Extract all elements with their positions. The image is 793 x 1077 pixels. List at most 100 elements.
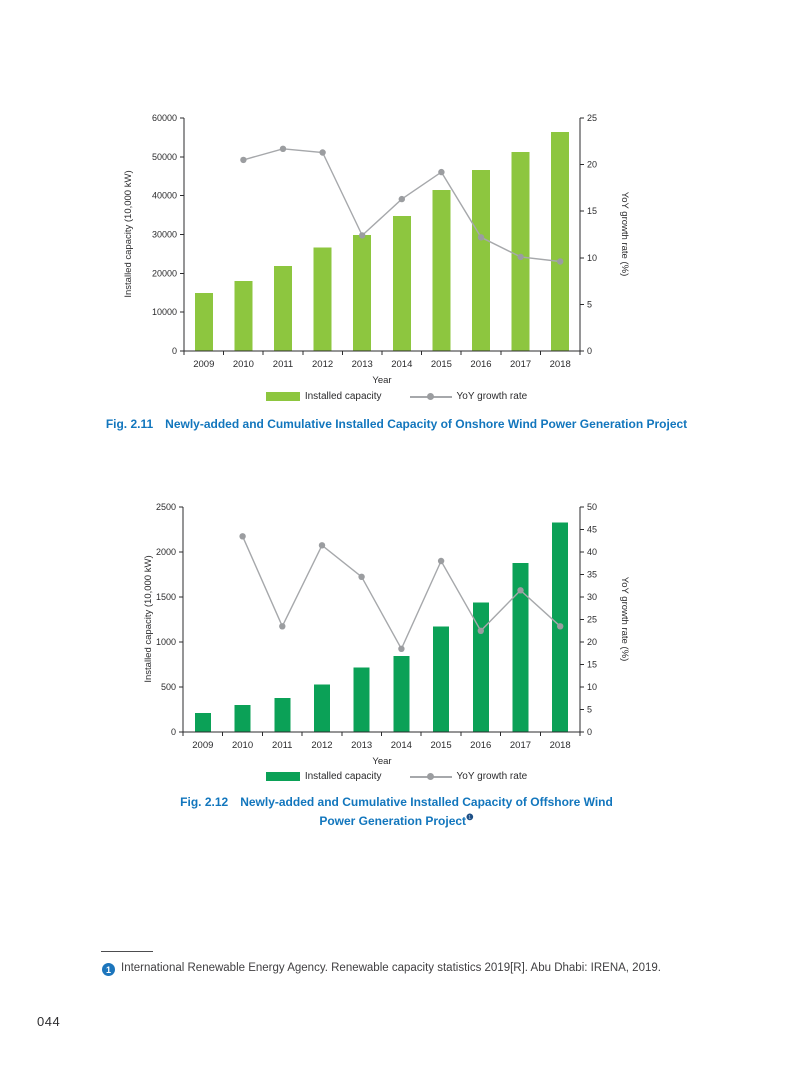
left-axis-tick-label: 2000 — [156, 547, 176, 557]
right-axis-tick-label: 50 — [587, 502, 597, 512]
figure-caption-text: Power Generation Project — [319, 814, 467, 828]
legend-label: YoY growth rate — [456, 391, 528, 402]
offshore-legend-installed-capacity: Installed capacity — [265, 771, 382, 782]
left-axis-tick-label: 40000 — [152, 191, 177, 201]
right-axis-tick-label: 5 — [587, 705, 592, 715]
offshore-legend: Installed capacity YoY growth rate — [0, 771, 793, 782]
bar — [472, 170, 490, 351]
x-axis-tick-label: 2012 — [312, 359, 333, 370]
right-axis-tick-label: 35 — [587, 570, 597, 580]
x-axis-tick-label: 2010 — [233, 359, 254, 370]
offshore-plot-area: 0 500 1000 1500 2000 2500 0 5 10 15 20 25 30 35 40 45 50… — [156, 502, 597, 751]
offshore-right-axis-title: YoY growth rate (%) — [619, 577, 630, 662]
left-axis-tick-label: 0 — [171, 727, 176, 737]
line-marker-swatch-icon — [409, 392, 452, 401]
offshore-x-axis-title: Year — [372, 756, 391, 767]
legend-label: Installed capacity — [304, 391, 382, 402]
x-axis-tick-label: 2017 — [510, 740, 531, 751]
bar — [472, 602, 489, 732]
right-axis-tick-label: 20 — [587, 637, 597, 647]
onshore-right-axis-title: YoY growth rate (%) — [619, 192, 630, 277]
yoy-growth-marker — [398, 645, 405, 652]
bar — [274, 266, 292, 351]
figure-label: Fig. 2.11 — [105, 417, 154, 431]
x-axis-tick-label: 2016 — [470, 359, 491, 370]
yoy-growth-marker — [517, 587, 524, 594]
figure-2-11-caption: Fig. 2.11 Newly-added and Cumulative Inst… — [0, 415, 793, 434]
yoy-growth-marker — [358, 573, 365, 580]
figure-2-12-caption: Fig. 2.12 Newly-added and Cumulative Inst… — [0, 793, 793, 831]
bar — [551, 132, 570, 351]
bar — [313, 247, 332, 351]
x-axis-tick-label: 2017 — [510, 359, 531, 370]
bar — [234, 705, 251, 732]
right-axis-tick-label: 40 — [587, 547, 597, 557]
yoy-growth-marker — [398, 195, 405, 203]
yoy-growth-marker — [279, 623, 286, 630]
bar — [194, 713, 211, 732]
offshore-legend-yoy-growth-rate: YoY growth rate — [409, 771, 528, 782]
yoy-growth-marker — [279, 145, 287, 152]
right-axis-tick-label: 5 — [587, 299, 592, 309]
onshore-legend-yoy-growth-rate: YoY growth rate — [409, 391, 528, 402]
bar — [314, 684, 330, 732]
x-axis-tick-label: 2009 — [193, 359, 214, 370]
legend-label: Installed capacity — [304, 771, 382, 782]
yoy-growth-marker — [557, 258, 564, 265]
x-axis-tick-label: 2016 — [470, 740, 491, 751]
bar — [194, 293, 213, 351]
left-axis-tick-label: 50000 — [152, 152, 177, 162]
offshore-left-axis-title: Installed capacity (10,000 kW) — [143, 555, 154, 682]
x-axis-tick-label: 2015 — [430, 740, 451, 751]
right-axis-tick-label: 30 — [587, 592, 597, 602]
figure-label: Fig. 2.12 — [180, 795, 229, 809]
left-axis-tick-label: 10000 — [152, 307, 177, 317]
x-axis-tick-label: 2009 — [192, 740, 213, 751]
yoy-growth-marker — [517, 253, 524, 261]
right-axis-tick-label: 25 — [587, 113, 597, 123]
yoy-growth-marker — [239, 533, 246, 540]
x-axis-tick-label: 2011 — [272, 740, 292, 751]
right-axis-tick-label: 10 — [587, 253, 597, 263]
right-axis-tick-label: 15 — [587, 206, 597, 216]
figure-caption-text: Newly-added and Cumulative Installed Cap… — [165, 417, 688, 431]
yoy-growth-marker — [557, 623, 564, 630]
yoy-growth-marker — [240, 156, 247, 164]
footnote-text: International Renewable Energy Agency. R… — [121, 962, 661, 974]
x-axis-tick-label: 2012 — [311, 740, 332, 751]
page-number: 044 — [37, 1014, 61, 1029]
footnote-reference-icon: ❶ — [466, 812, 474, 822]
legend-label: YoY growth rate — [456, 771, 528, 782]
left-axis-tick-label: 60000 — [152, 113, 177, 123]
figure-caption-line2: Power Generation Project❶ — [0, 812, 793, 831]
x-axis-tick-label: 2010 — [232, 740, 253, 751]
bar-swatch-icon — [265, 392, 300, 401]
bar — [393, 655, 410, 732]
yoy-growth-marker — [438, 168, 445, 176]
footnote-number-icon: 1 — [102, 963, 115, 976]
onshore-x-axis-title: Year — [372, 375, 391, 386]
left-axis-tick-label: 500 — [161, 682, 176, 692]
figure-caption-line1: Fig. 2.12 Newly-added and Cumulative Inst… — [0, 793, 793, 812]
left-axis-tick-label: 1000 — [156, 637, 176, 647]
x-axis-tick-label: 2013 — [352, 359, 373, 370]
onshore-legend-installed-capacity: Installed capacity — [265, 391, 382, 402]
x-axis-tick-label: 2018 — [550, 740, 571, 751]
yoy-growth-marker — [318, 542, 326, 549]
x-axis-tick-label: 2014 — [391, 359, 412, 370]
bar — [433, 626, 450, 732]
left-axis-tick-label: 2500 — [156, 502, 176, 512]
right-axis-tick-label: 25 — [587, 615, 597, 625]
left-axis-tick-label: 30000 — [152, 230, 177, 240]
bar — [353, 234, 372, 351]
line-marker-swatch-icon — [409, 772, 452, 781]
bar — [234, 281, 253, 351]
bar-swatch-icon — [265, 772, 300, 781]
left-axis-tick-label: 20000 — [152, 268, 177, 278]
offshore-wind-chart: 0 500 1000 1500 2000 2500 0 5 10 15 20 25 30 35 40 45 50… — [143, 502, 630, 767]
figure-caption-text: Newly-added and Cumulative Installed Cap… — [240, 795, 613, 809]
bar — [274, 697, 291, 732]
right-axis-tick-label: 15 — [587, 660, 597, 670]
bar — [353, 667, 370, 732]
